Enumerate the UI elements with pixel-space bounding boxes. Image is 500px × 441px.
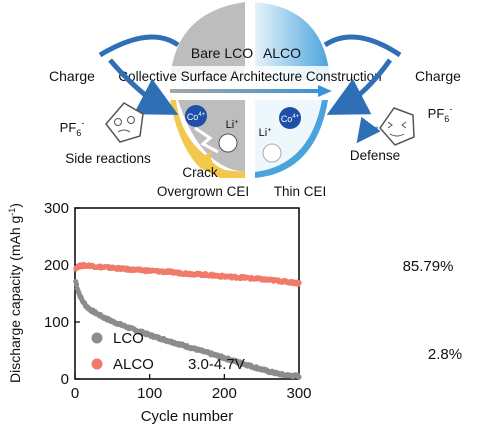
alco-title: ALCO — [263, 45, 301, 61]
charge-label-right: Charge — [415, 68, 461, 84]
crack-mark — [194, 126, 219, 154]
banner-text: Collective Surface Architecture Construc… — [118, 69, 381, 84]
side-reactions-label: Side reactions — [65, 151, 151, 166]
thin-cei-label: Thin CEI — [274, 184, 327, 199]
legend-marker-alco — [91, 358, 103, 370]
pf6-label-left: PF6- — [60, 118, 85, 138]
data-series — [73, 261, 302, 380]
legend-marker-lco — [91, 332, 103, 344]
data-point-lco — [296, 374, 302, 380]
thin-cei-layer — [255, 100, 328, 178]
crack-label: Crack — [182, 165, 218, 180]
li-ion-right — [262, 143, 282, 163]
li-label-right: Li+ — [259, 127, 272, 139]
overgrown-cei-label: Overgrown CEI — [157, 184, 249, 199]
y-axis-label: Discharge capacity (mAh g-1) — [7, 203, 23, 383]
bare-lco-title: Bare LCO — [191, 45, 253, 61]
co4-ion-right — [279, 107, 301, 129]
co4-label-right: Co4+ — [281, 114, 300, 124]
voltage-window-label: 3.0-4.7V — [188, 356, 245, 373]
co4-label-left: Co4+ — [187, 112, 206, 122]
alco-particle-top — [255, 2, 330, 80]
pf6-label-right: PF6- — [428, 104, 453, 124]
y-tick-label: 300 — [44, 200, 69, 217]
lco-retention-label: 2.8% — [428, 346, 462, 363]
cracked-cei-layer — [170, 100, 245, 178]
legend-label-alco: ALCO — [113, 356, 154, 373]
lco-particle-top — [170, 2, 245, 80]
li-label-left: Li+ — [226, 119, 239, 131]
data-point-lco — [73, 281, 80, 288]
defense-label: Defense — [350, 148, 400, 163]
x-tick-label: 100 — [137, 385, 162, 402]
series-lco — [73, 278, 302, 380]
li-ion-left — [218, 133, 238, 153]
charge-arrow-left — [98, 34, 180, 58]
data-point-alco — [296, 280, 302, 286]
x-tick-label: 300 — [286, 385, 311, 402]
banner-arrow — [170, 89, 320, 93]
plot-frame — [74, 207, 300, 380]
charge-label-left: Charge — [49, 68, 95, 84]
charge-arrow-right — [323, 34, 402, 58]
co4-ion-left — [185, 105, 207, 127]
legend-label-lco: LCO — [113, 330, 144, 347]
mechanism-schematic: Bare LCO ALCO Collective Surface Archite… — [49, 2, 461, 199]
pf6-molecule-left — [105, 102, 144, 143]
series-alco — [73, 261, 302, 287]
x-tick-label: 200 — [212, 385, 237, 402]
y-tick-label: 0 — [61, 371, 69, 388]
x-axis-label: Cycle number — [141, 408, 234, 425]
alco-retention-label: 85.79% — [403, 258, 454, 275]
pf6-molecule-right — [379, 107, 415, 146]
y-tick-label: 100 — [44, 314, 69, 331]
y-tick-label: 200 — [44, 257, 69, 274]
x-tick-label: 0 — [71, 385, 79, 402]
